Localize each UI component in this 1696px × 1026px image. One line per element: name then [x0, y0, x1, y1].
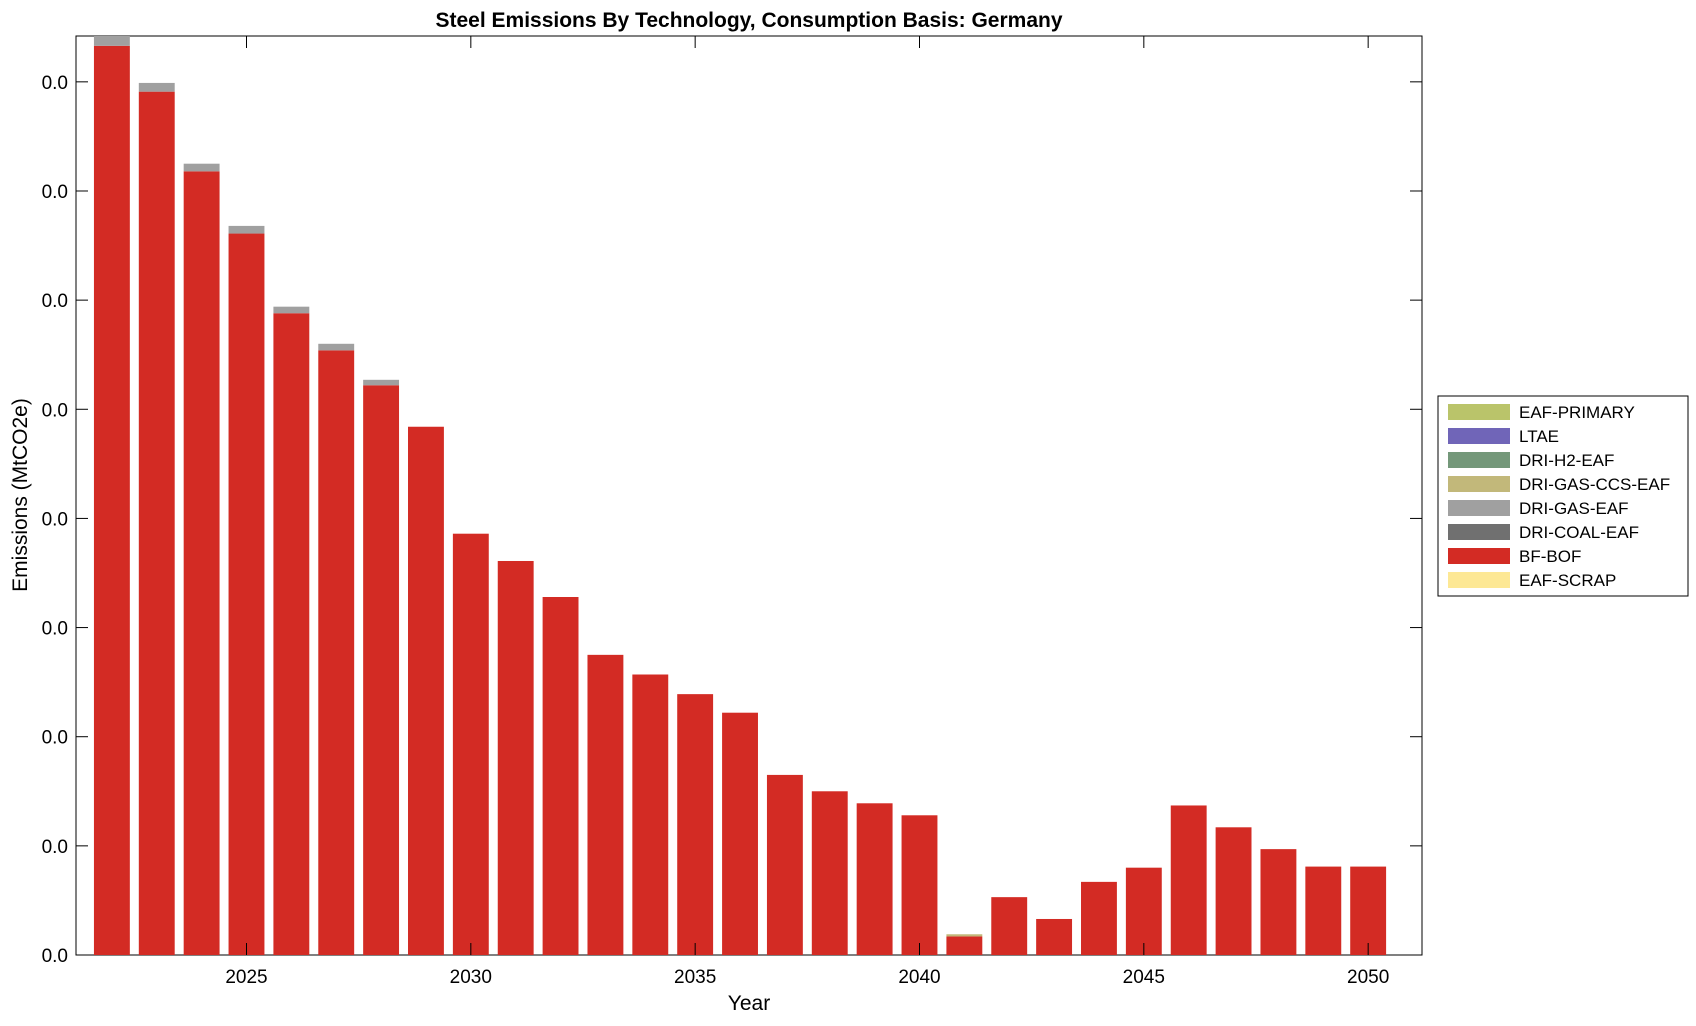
bar-bf-bof-2043 [1036, 918, 1073, 955]
y-tick-label: 0.0 [42, 619, 68, 640]
bar-dri-gas-eaf-2028 [363, 379, 400, 386]
y-tick-label: 0.0 [42, 291, 68, 312]
bar-bf-bof-2031 [497, 560, 534, 955]
bar-bf-bof-2029 [408, 426, 444, 955]
legend-label-eaf-scrap: EAF-SCRAP [1519, 571, 1616, 590]
bar-bf-bof-2042 [991, 897, 1028, 955]
y-tick-label: 0.0 [42, 73, 68, 94]
legend-swatch-dri-gas-eaf [1448, 500, 1510, 516]
bar-bf-bof-2035 [677, 694, 714, 955]
bar-bf-bof-2040 [901, 815, 938, 955]
bar-dri-gas-ccs-eaf-2041 [946, 934, 983, 937]
bar-dri-gas-eaf-2027 [318, 343, 355, 351]
bar-dri-gas-eaf-2026 [273, 306, 310, 314]
legend-swatch-eaf-scrap [1448, 572, 1510, 588]
y-tick-label: 0.0 [42, 837, 68, 858]
bar-bf-bof-2047 [1215, 827, 1252, 955]
bar-bf-bof-2049 [1305, 866, 1342, 955]
chart-title: Steel Emissions By Technology, Consumpti… [435, 9, 1062, 32]
x-tick-label: 2040 [898, 967, 940, 988]
y-tick-label: 0.0 [42, 728, 68, 749]
x-axis-label: Year [728, 992, 770, 1015]
y-tick-label: 0.0 [42, 400, 68, 421]
y-tick-label: 0.0 [42, 182, 68, 203]
bar-bf-bof-2038 [811, 791, 848, 955]
legend-label-dri-h2-eaf: DRI-H2-EAF [1519, 451, 1614, 470]
legend-swatch-dri-gas-ccs-eaf [1448, 476, 1510, 492]
legend-label-eaf-primary: EAF-PRIMARY [1519, 403, 1635, 422]
legend-label-dri-gas-ccs-eaf: DRI-GAS-CCS-EAF [1519, 475, 1670, 494]
bar-bf-bof-2025 [228, 233, 265, 956]
x-tick-label: 2025 [225, 967, 267, 988]
legend-swatch-dri-h2-eaf [1448, 452, 1510, 468]
y-tick-label: 0.0 [42, 946, 68, 967]
bar-dri-gas-eaf-2022 [93, 36, 130, 46]
bar-bf-bof-2026 [273, 313, 310, 956]
y-axis-label: Emissions (MtCO2e) [9, 398, 32, 592]
x-tick-label: 2045 [1123, 967, 1165, 988]
bar-bf-bof-2030 [452, 533, 489, 955]
bar-dri-gas-eaf-2024 [183, 163, 220, 172]
legend-label-dri-gas-eaf: DRI-GAS-EAF [1519, 499, 1629, 518]
legend-swatch-bf-bof [1448, 548, 1510, 564]
x-tick-label: 2035 [674, 967, 716, 988]
y-tick-label: 0.0 [42, 509, 68, 530]
bar-dri-gas-eaf-2025 [228, 225, 265, 234]
bar-bf-bof-2033 [587, 654, 624, 955]
legend-swatch-eaf-primary [1448, 404, 1510, 420]
legend-label-dri-coal-eaf: DRI-COAL-EAF [1519, 523, 1639, 542]
bar-bf-bof-2036 [722, 712, 758, 955]
bar-bf-bof-2046 [1170, 805, 1207, 955]
bar-bf-bof-2024 [183, 171, 220, 956]
bar-bf-bof-2032 [542, 597, 579, 955]
bar-bf-bof-2041 [946, 936, 983, 955]
bar-bf-bof-2027 [318, 350, 355, 956]
legend-items: EAF-PRIMARY LTAE DRI-H2-EAF DRI-GAS-CCS-EAF… [1448, 403, 1670, 590]
bar-dri-gas-eaf-2023 [138, 82, 175, 92]
legend-label-bf-bof: BF-BOF [1519, 547, 1581, 566]
legend: EAF-PRIMARY LTAE DRI-H2-EAF DRI-GAS-CCS-EAF… [1437, 395, 1689, 597]
bar-bf-bof-2023 [138, 91, 175, 955]
bar-bf-bof-2034 [632, 674, 669, 955]
bar-bf-bof-2022 [93, 45, 130, 955]
bar-bf-bof-2039 [856, 803, 893, 955]
bar-bf-bof-2048 [1260, 849, 1297, 955]
legend-swatch-ltae [1448, 428, 1510, 444]
bar-bf-bof-2028 [363, 385, 400, 955]
bar-bf-bof-2044 [1081, 881, 1117, 955]
legend-box [1437, 395, 1689, 597]
bar-bf-bof-2037 [766, 774, 803, 955]
legend-label-ltae: LTAE [1519, 427, 1559, 446]
bar-bf-bof-2045 [1125, 867, 1162, 955]
ticks-layer: 0.0 0.0 0.0 0.0 0.0 0.0 0.0 0.0 0.0 2025 2030 2035 2… [42, 36, 1422, 988]
bar-bf-bof-2050 [1350, 866, 1387, 955]
legend-swatch-dri-coal-eaf [1448, 524, 1510, 540]
x-tick-label: 2050 [1347, 967, 1389, 988]
x-tick-label: 2030 [450, 967, 492, 988]
bars-layer [93, 36, 1387, 956]
